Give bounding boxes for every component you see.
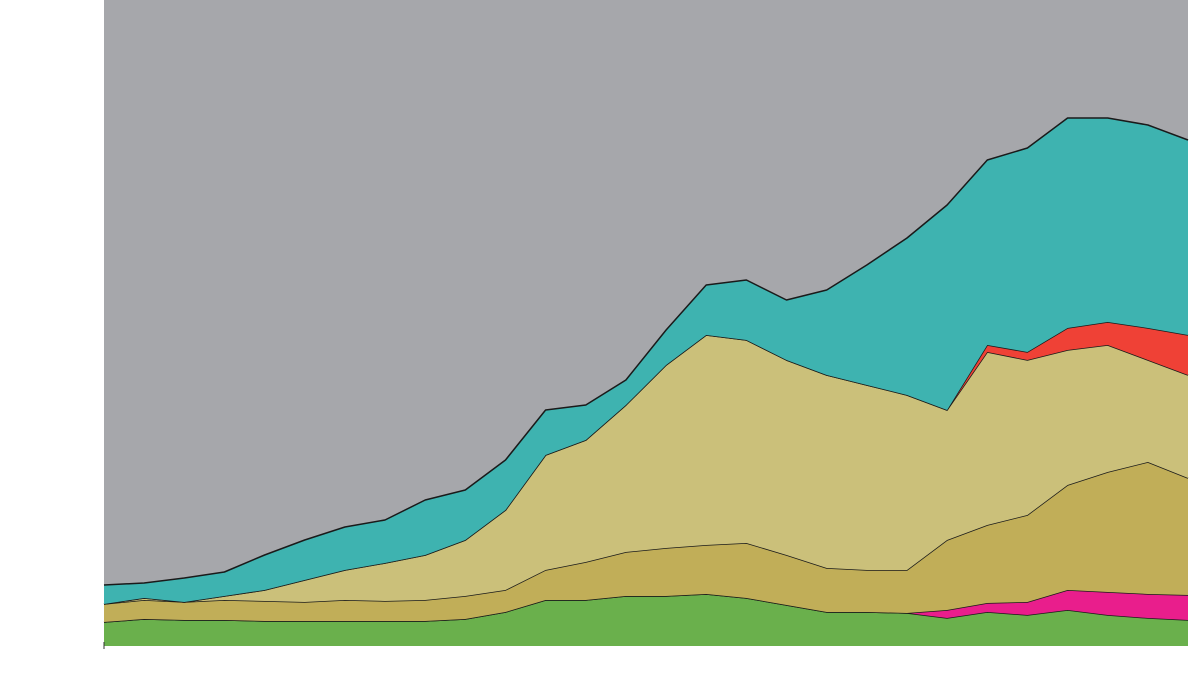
area <box>104 335 1188 604</box>
area <box>104 590 1188 622</box>
area <box>104 462 1188 622</box>
area <box>104 118 1188 604</box>
area <box>104 594 1188 646</box>
area-edge <box>103 117 1189 586</box>
